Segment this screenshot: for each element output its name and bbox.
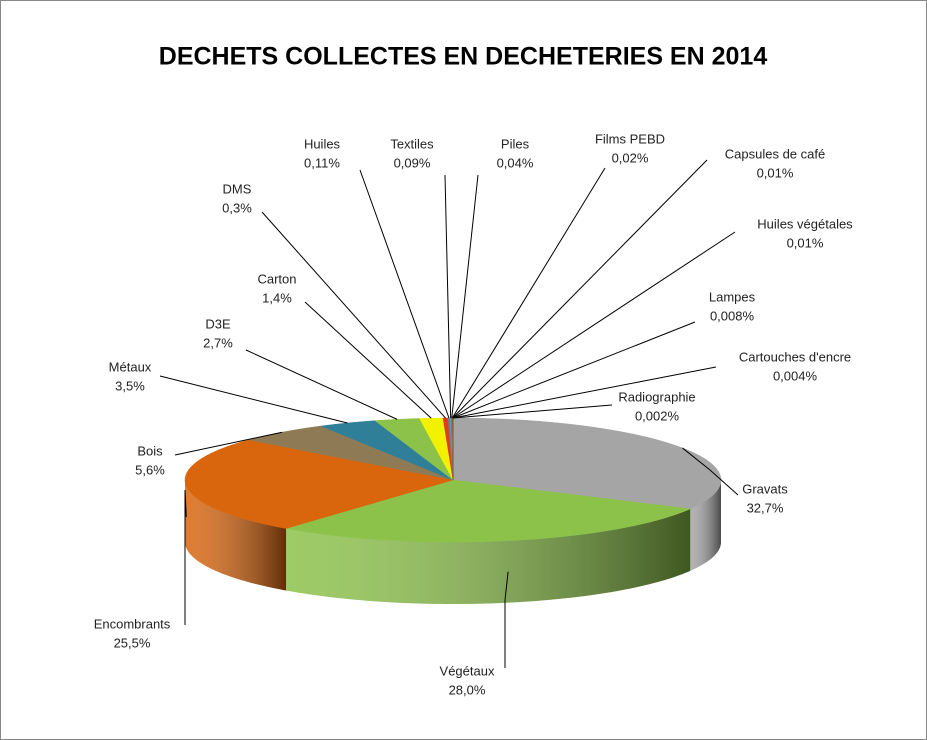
category-label: Lampes: [709, 289, 756, 304]
leader-line: [451, 174, 479, 419]
category-label: Huiles végétales: [757, 216, 853, 231]
category-label: Films PEBD: [595, 131, 665, 146]
leader-line: [452, 404, 613, 419]
leader-line: [451, 167, 606, 419]
leader-line: [174, 431, 283, 456]
value-label: 1,4%: [262, 290, 292, 305]
value-label: 0,3%: [222, 200, 252, 215]
slice-side-shade: [286, 508, 691, 604]
category-label: Capsules de café: [725, 146, 825, 161]
value-label: 0,004%: [773, 368, 818, 383]
slice-top: [452, 417, 722, 510]
slice-side-shade: [185, 480, 287, 591]
value-label: 28,0%: [449, 682, 486, 697]
leader-line: [452, 321, 696, 419]
leader-line: [504, 571, 509, 668]
slice: [320, 420, 454, 481]
category-label: Métaux: [109, 359, 152, 374]
value-label: 0,09%: [394, 155, 431, 170]
leader-line: [452, 231, 736, 419]
leader-line: [359, 169, 450, 419]
value-label: 3,5%: [115, 378, 145, 393]
value-label: 0,11%: [304, 155, 340, 170]
category-label: Gravats: [742, 481, 788, 496]
category-label: Bois: [137, 443, 163, 458]
leader-line: [245, 349, 398, 420]
leader-line: [452, 366, 717, 419]
slice: [419, 417, 454, 481]
category-label: Textiles: [390, 136, 434, 151]
leader-line: [682, 447, 739, 496]
slice-top: [419, 417, 454, 481]
slice-top: [374, 418, 454, 481]
leader-line: [184, 489, 187, 625]
category-label: Carton: [257, 271, 296, 286]
category-label: Huiles: [304, 136, 341, 151]
slice: [374, 418, 454, 481]
slice-top: [320, 420, 454, 481]
leader-line: [452, 159, 708, 419]
value-label: 0,01%: [757, 165, 794, 180]
slice-top: [184, 439, 454, 529]
slice-top: [285, 479, 692, 543]
value-label: 32,7%: [747, 500, 784, 515]
slice-side-shade: [690, 480, 721, 571]
value-label: 0,01%: [787, 235, 824, 250]
value-label: 0,04%: [497, 155, 534, 170]
category-label: Radiographie: [618, 389, 695, 404]
category-label: Encombrants: [94, 616, 171, 631]
category-label: Piles: [501, 136, 530, 151]
leader-line: [444, 174, 452, 419]
value-label: 2,7%: [203, 335, 233, 350]
category-label: D3E: [205, 316, 231, 331]
leader-line: [261, 211, 446, 419]
slice: [285, 479, 692, 604]
leader-line: [159, 375, 348, 424]
value-label: 5,6%: [135, 462, 165, 477]
slice: [184, 439, 454, 591]
value-label: 0,002%: [635, 408, 680, 423]
slice: [452, 417, 722, 571]
value-label: 0,008%: [710, 308, 755, 323]
chart-title: DECHETS COLLECTES EN DECHETERIES EN 2014: [159, 43, 768, 71]
category-label: DMS: [223, 181, 252, 196]
category-label: Végétaux: [440, 663, 495, 678]
leader-line: [304, 301, 432, 419]
category-label: Cartouches d'encre: [739, 349, 851, 364]
value-label: 25,5%: [114, 635, 151, 650]
value-label: 0,02%: [612, 150, 649, 165]
